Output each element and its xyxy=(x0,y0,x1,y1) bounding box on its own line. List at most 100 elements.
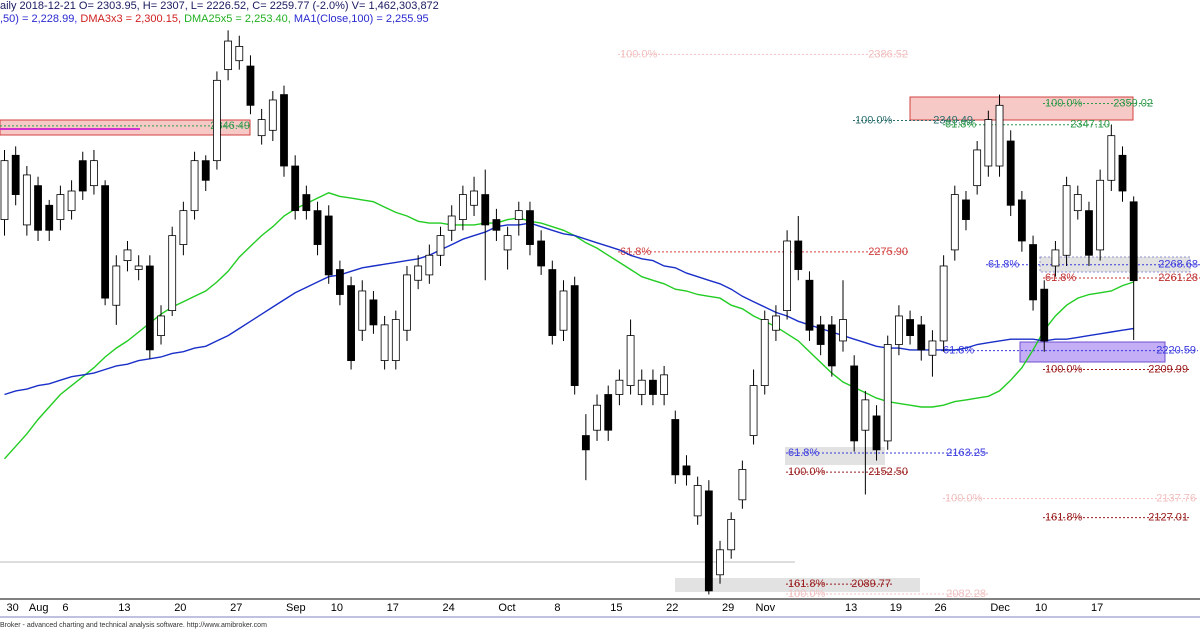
level-percent: 61.8% xyxy=(988,259,1019,271)
x-tick-label: 24 xyxy=(443,602,455,614)
candle-body xyxy=(604,394,613,431)
candle-body xyxy=(514,210,523,220)
candle-body xyxy=(90,160,98,187)
candle-body xyxy=(649,379,657,395)
candle-body xyxy=(548,269,557,336)
candle-body xyxy=(190,160,199,212)
x-tick-label: 13 xyxy=(118,602,130,614)
candle-body xyxy=(369,299,378,326)
candle-body xyxy=(1006,140,1015,206)
candle-body xyxy=(403,274,411,331)
candle-body xyxy=(1129,201,1138,282)
candle-body xyxy=(492,219,501,231)
candle-body xyxy=(570,285,579,386)
candle-body xyxy=(783,240,791,312)
candle-body xyxy=(22,174,31,226)
candle-body xyxy=(660,374,669,395)
candle-body xyxy=(268,99,277,131)
candle-body xyxy=(760,319,769,386)
candle-body xyxy=(280,94,288,167)
info-line: aily 2018-12-21 O= 2303.95, H= 2307, L= … xyxy=(0,0,439,12)
candle-body xyxy=(693,485,702,517)
candle-body xyxy=(1073,194,1082,212)
candle-body xyxy=(246,65,255,106)
level-percent: 61.8% xyxy=(945,119,976,131)
level-percent: 100.0% xyxy=(620,48,658,60)
level-value: 2386.52 xyxy=(868,48,908,60)
level-value: 2163.25 xyxy=(946,447,986,459)
candle-body xyxy=(11,154,20,195)
candle-body xyxy=(101,185,110,299)
candle-body xyxy=(235,46,244,62)
candle-body xyxy=(34,185,42,231)
zone-box xyxy=(785,447,885,465)
level-value: 2268.68 xyxy=(1158,259,1198,271)
zone-box xyxy=(675,578,920,592)
candle-body xyxy=(257,119,266,137)
candle-body xyxy=(839,319,847,342)
candle-body xyxy=(335,269,344,295)
level-value: 2152.50 xyxy=(868,466,908,478)
x-tick-label: 19 xyxy=(890,602,902,614)
candle-body xyxy=(1096,179,1105,251)
candle-body xyxy=(883,344,892,442)
x-tick-label: Oct xyxy=(498,602,515,614)
candle-body xyxy=(895,315,903,345)
level-percent: 61.8% xyxy=(788,447,819,459)
x-tick-label: 26 xyxy=(934,602,946,614)
zone-box xyxy=(0,119,251,136)
candle-body xyxy=(984,119,993,167)
candle-body xyxy=(1017,199,1026,242)
level-value: 2359.02 xyxy=(1113,97,1153,109)
level-value: 2089.77 xyxy=(851,578,891,590)
candle-body xyxy=(201,160,210,181)
candle-body xyxy=(1107,135,1116,181)
candle-body xyxy=(179,210,188,245)
zones xyxy=(0,96,1191,592)
x-tick-label: Sep xyxy=(286,602,306,614)
candle-body xyxy=(123,249,132,262)
level-percent: 100.0% xyxy=(1045,97,1083,109)
candle-body xyxy=(682,465,691,476)
candle-body xyxy=(928,340,937,356)
candle-body xyxy=(704,490,713,592)
candle-body xyxy=(358,290,367,331)
candle-body xyxy=(738,469,747,501)
level-value: 2346.49 xyxy=(210,120,250,132)
indicator-text: DMA25x5 = 2,253.40, xyxy=(184,13,294,25)
candle-body xyxy=(1029,244,1037,301)
candle-body xyxy=(78,160,87,192)
candle-body xyxy=(816,324,825,345)
candle-body xyxy=(1040,288,1049,342)
candle-body xyxy=(503,235,512,251)
x-tick-label: Nov xyxy=(756,602,776,614)
plot-area: 100.0% 2386.52 100.0% 2349.49 100.0% 2359.02 6… xyxy=(0,30,1200,600)
level-value: 2220.59 xyxy=(1156,345,1196,357)
x-tick-label: 22 xyxy=(666,602,678,614)
candle-body xyxy=(827,324,836,367)
candle-body xyxy=(995,104,1004,167)
candle-body xyxy=(145,265,154,351)
candle-body xyxy=(56,194,65,220)
level-percent: 100.0% xyxy=(945,492,983,504)
x-tick-label: 8 xyxy=(554,602,560,614)
candle-body xyxy=(939,265,948,342)
level-value: 2261.28 xyxy=(1158,272,1198,284)
candle-body xyxy=(526,210,534,245)
level-value: 2082.28 xyxy=(946,588,986,600)
zone-box xyxy=(909,96,1134,121)
candle-body xyxy=(0,160,9,220)
candle-body xyxy=(872,415,881,451)
level-percent: 100.0% xyxy=(788,588,826,600)
level-value: 2209.99 xyxy=(1148,363,1188,375)
indicator-line: ,50) = 2,228.99, DMA3x3 = 2,300.15, DMA2… xyxy=(0,13,429,25)
level-value: 2127.01 xyxy=(1148,512,1188,524)
level-percent: 61.8% xyxy=(1045,272,1076,284)
candle-body xyxy=(850,365,859,442)
zone-box xyxy=(1019,341,1166,363)
candle-body xyxy=(1085,210,1093,256)
level-percent: 161.8% xyxy=(1045,512,1083,524)
candle-body xyxy=(380,324,389,361)
footer: Broker - advanced charting and technical… xyxy=(0,622,267,629)
